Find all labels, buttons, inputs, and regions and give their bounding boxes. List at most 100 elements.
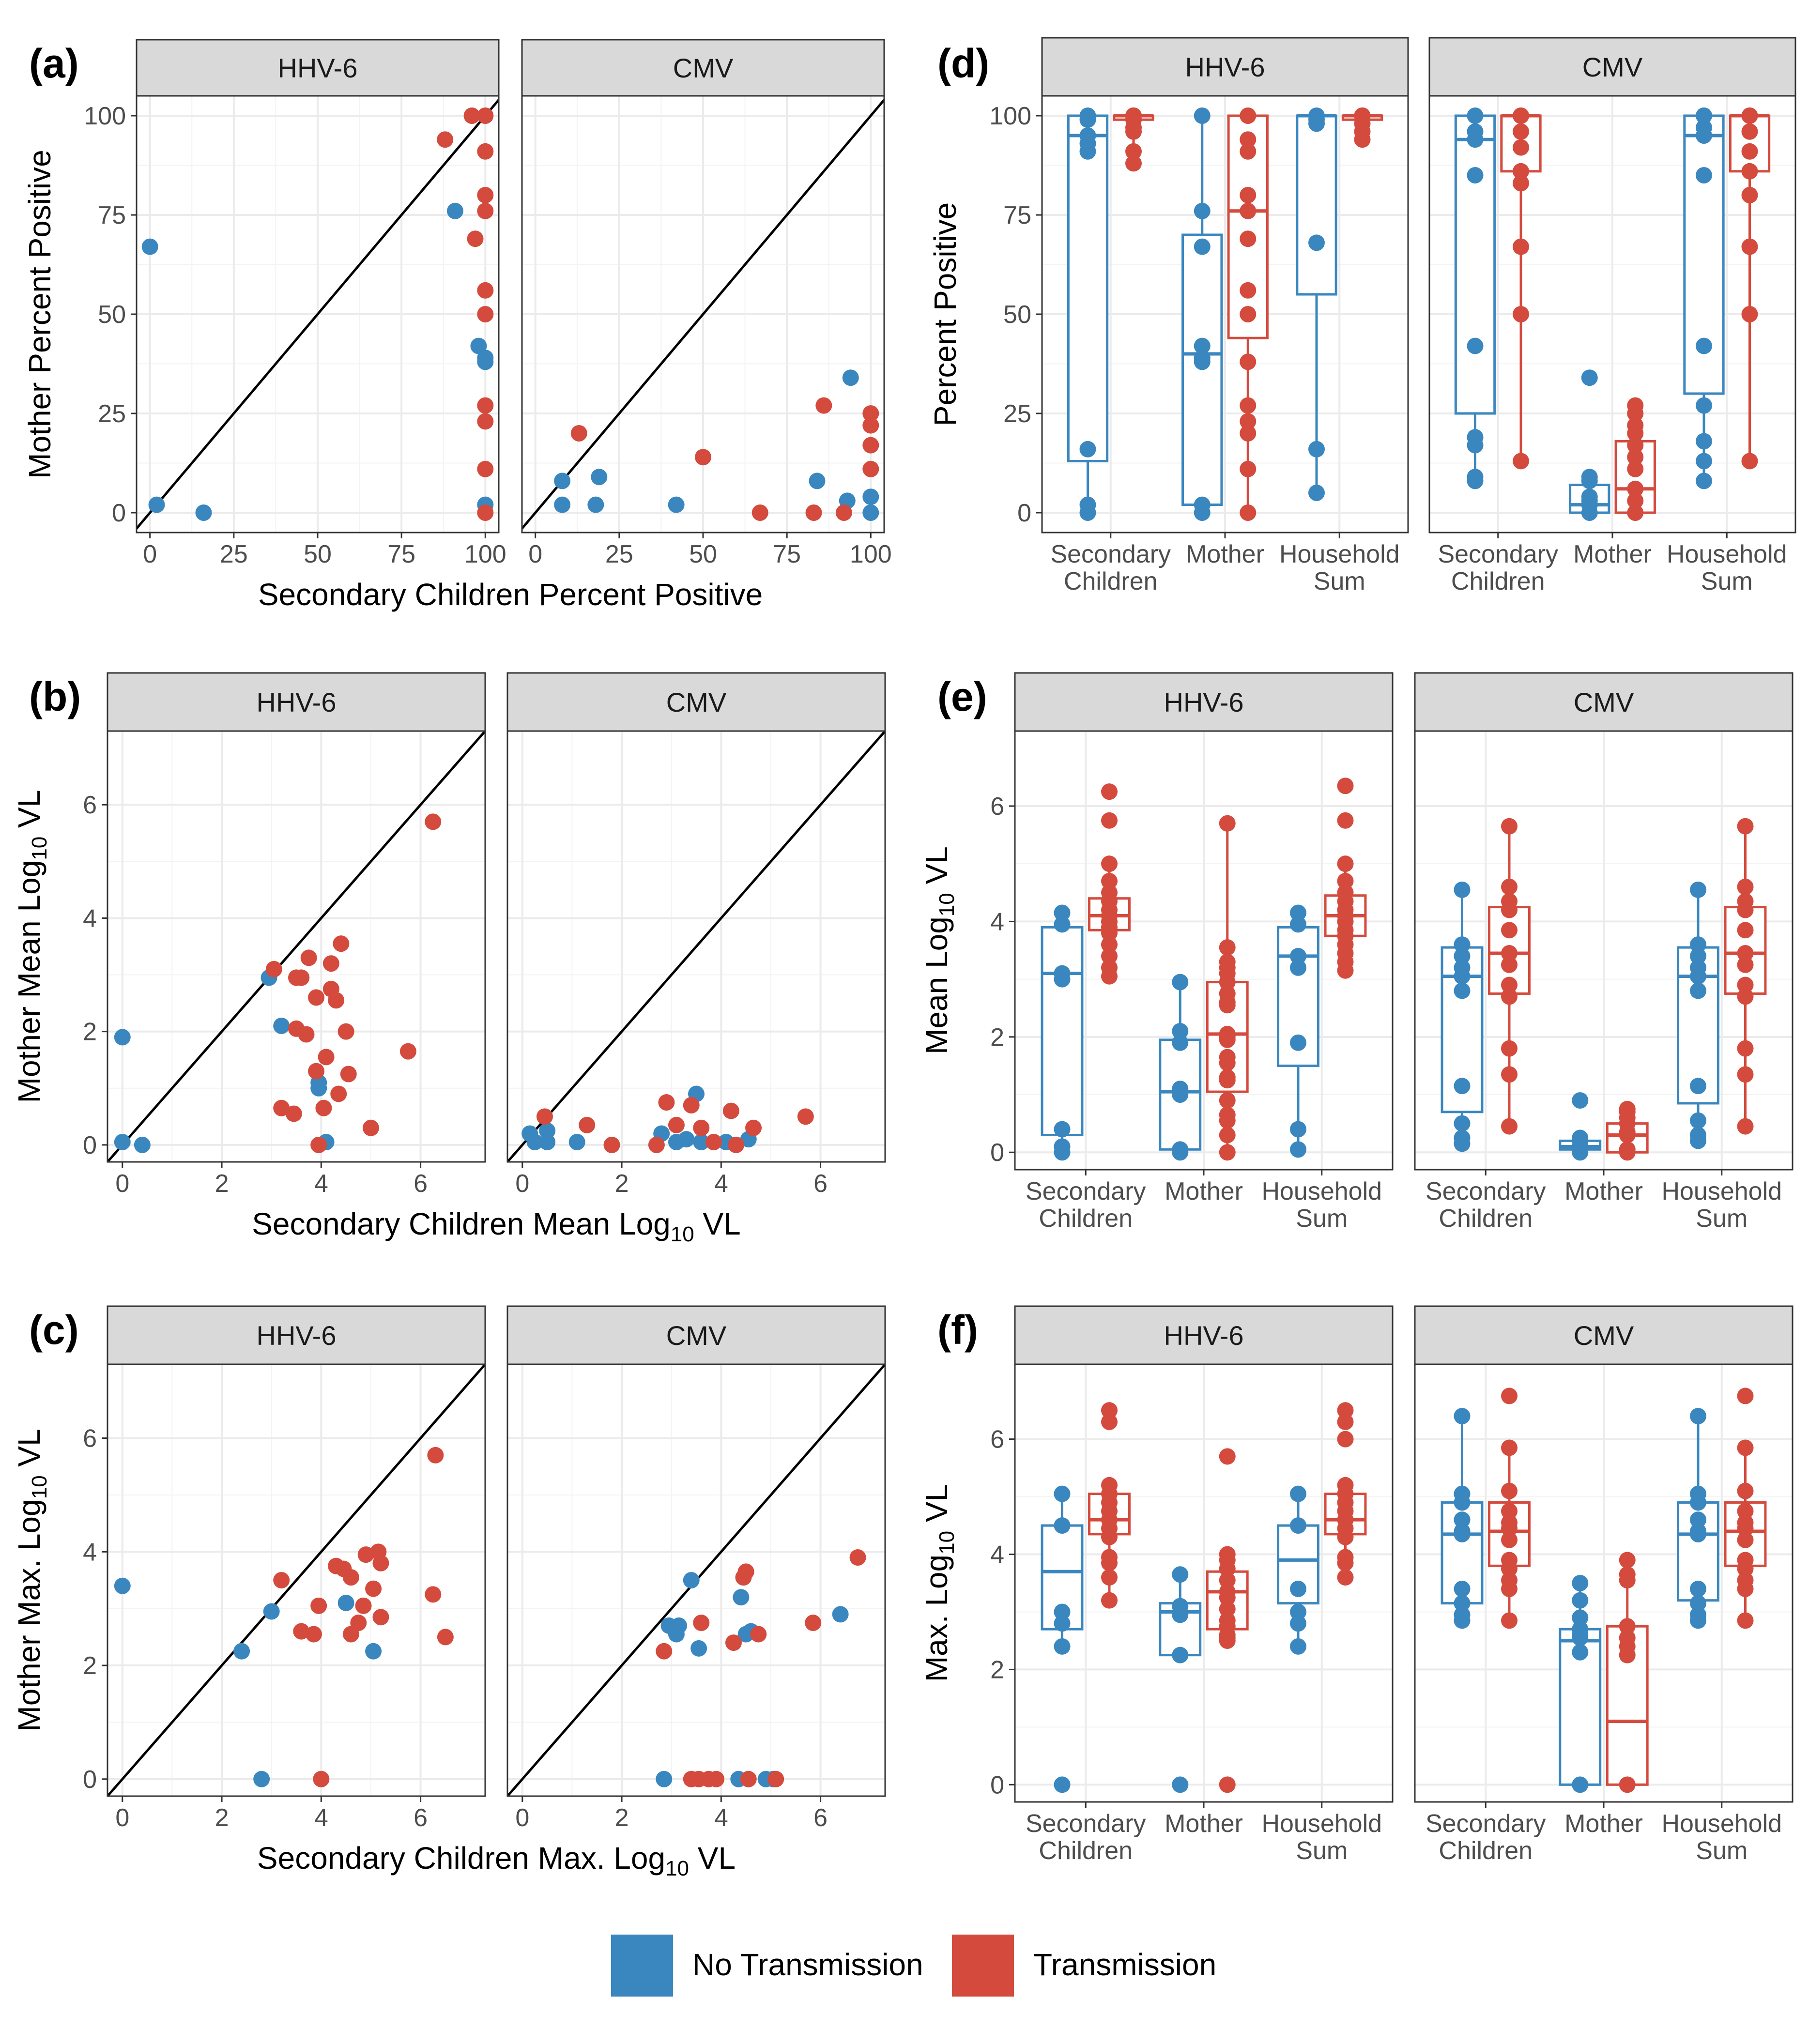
legend-key-transmission (952, 1935, 1014, 1997)
point-no-transmission (1054, 904, 1071, 921)
point-transmission (1619, 1618, 1636, 1635)
point-transmission (1337, 1528, 1354, 1545)
point-no-transmission (1454, 1115, 1471, 1132)
point-transmission (1337, 872, 1354, 889)
legend: No Transmission Transmission (611, 1935, 1216, 1997)
y-axis-title-d: Percent Positive (928, 202, 963, 426)
facet-strip-label: HHV-6 (257, 1320, 337, 1351)
identity-line (522, 98, 884, 530)
panel-border (1014, 1363, 1394, 1803)
point-transmission (656, 1643, 673, 1660)
point-transmission (705, 1134, 722, 1151)
point-transmission (1741, 238, 1758, 255)
point-transmission (722, 1102, 739, 1119)
panel-letter-b: (b) (29, 674, 81, 719)
x-tick-label: Secondary (1426, 1810, 1546, 1838)
point-no-transmission (1054, 916, 1071, 933)
point-transmission (1513, 238, 1529, 255)
point-transmission (1619, 1776, 1636, 1793)
facet-strip-label: CMV (666, 1320, 727, 1351)
point-no-transmission (1696, 337, 1712, 354)
point-transmission (1513, 163, 1529, 180)
point-transmission (1501, 956, 1518, 973)
point-no-transmission (1454, 1612, 1471, 1629)
point-transmission (1501, 1118, 1518, 1135)
point-transmission (1737, 1118, 1754, 1135)
point-transmission (1627, 425, 1644, 442)
point-no-transmission (539, 1134, 556, 1151)
y-tick-label: 25 (98, 400, 126, 428)
point-no-transmission (832, 1606, 849, 1623)
point-transmission (658, 1094, 675, 1111)
point-transmission (477, 306, 494, 322)
point-no-transmission (1572, 1092, 1589, 1109)
plot-panels: (a) HHV-6 0 25 50 75 100 0 25 50 75 100 CMV 0 25 50 75 10… (12, 37, 1796, 1880)
point-transmission (862, 460, 879, 477)
y-tick-label: 2 (990, 1656, 1004, 1684)
x-tick-label: Mother (1186, 540, 1264, 568)
point-transmission (333, 935, 350, 952)
facet-a-cmv: CMV 0 25 50 75 100 (521, 39, 892, 568)
point-transmission (1101, 925, 1118, 942)
panel-a: (a) HHV-6 0 25 50 75 100 0 25 50 75 100 CMV 0 25 50 75 10… (22, 39, 892, 612)
point-transmission (340, 1066, 357, 1083)
point-no-transmission (1054, 1776, 1071, 1793)
point-transmission (337, 1023, 354, 1040)
point-transmission (427, 1447, 444, 1464)
point-no-transmission (1290, 1485, 1306, 1502)
panel-border (1014, 730, 1394, 1171)
x-tick-label: Mother (1564, 1177, 1643, 1205)
point-no-transmission (1454, 936, 1471, 953)
x-tick-label: 25 (220, 540, 248, 568)
point-transmission (1501, 1503, 1518, 1520)
point-transmission (310, 1136, 327, 1153)
point-transmission (1737, 945, 1754, 961)
point-no-transmission (656, 1770, 673, 1787)
point-no-transmission (733, 1589, 750, 1606)
point-transmission (265, 961, 282, 977)
panel-letter-e: (e) (937, 674, 987, 719)
point-no-transmission (1172, 1647, 1189, 1663)
point-transmission (342, 1569, 359, 1586)
point-no-transmission (1572, 1776, 1589, 1793)
y-tick-label: 4 (83, 904, 97, 932)
y-axis-title-a: Mother Percent Positive (22, 150, 57, 478)
point-transmission (463, 107, 480, 124)
point-transmission (1501, 1520, 1518, 1537)
point-transmission (1501, 1388, 1518, 1404)
point-no-transmission (1572, 1644, 1589, 1661)
point-transmission (1501, 818, 1518, 835)
point-no-transmission (1308, 115, 1325, 132)
point-transmission (668, 1116, 685, 1133)
x-tick-label: 0 (515, 1804, 529, 1832)
point-no-transmission (1172, 1022, 1189, 1039)
point-transmission (1619, 1572, 1636, 1589)
facet-strip (107, 1305, 486, 1365)
point-transmission (1513, 306, 1529, 322)
point-transmission (1501, 976, 1518, 993)
point-transmission (477, 504, 494, 521)
point-transmission (1219, 815, 1236, 832)
point-transmission (1501, 922, 1518, 939)
point-transmission (1627, 405, 1644, 422)
point-transmission (293, 969, 310, 986)
point-no-transmission (1308, 441, 1325, 458)
x-tick-label: 0 (115, 1804, 129, 1832)
point-transmission (1501, 1560, 1518, 1577)
point-transmission (1737, 922, 1754, 939)
point-no-transmission (1690, 1408, 1706, 1425)
point-no-transmission (862, 488, 879, 505)
point-transmission (750, 1626, 767, 1643)
point-transmission (1337, 855, 1354, 872)
y-tick-label: 0 (1017, 499, 1031, 527)
facet-a-hhv6: HHV-6 0 25 50 75 100 0 25 50 75 100 (84, 39, 506, 568)
y-tick-label: 2 (990, 1023, 1004, 1052)
point-no-transmission (1054, 1144, 1071, 1161)
point-transmission (1737, 1482, 1754, 1499)
point-transmission (1737, 956, 1754, 973)
point-no-transmission (1690, 1612, 1706, 1629)
point-no-transmission (1454, 1135, 1471, 1152)
